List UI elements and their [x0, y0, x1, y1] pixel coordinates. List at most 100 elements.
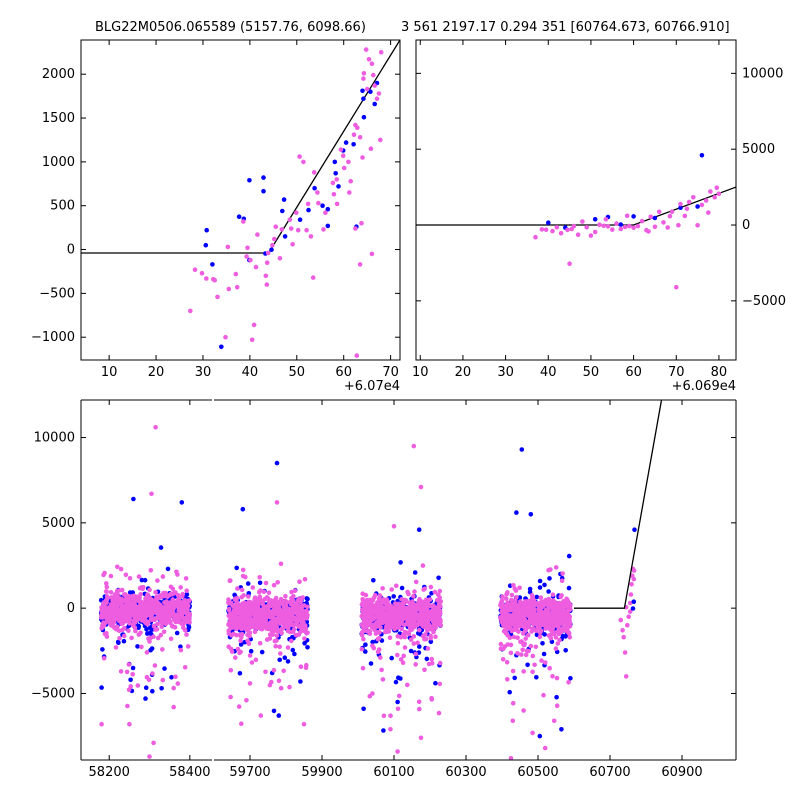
full-point-series_b [226, 631, 232, 636]
right-zoom-point-series_b [554, 225, 560, 230]
right-zoom-ytick-label: 0 [742, 218, 750, 233]
full-point-series_b [532, 600, 538, 605]
full-point-series_b [359, 633, 365, 638]
right-zoom-point-series_a [652, 215, 658, 221]
full-event-series_b [631, 576, 637, 582]
full-point-series_b [392, 619, 398, 624]
full-point-series_a [393, 679, 399, 685]
left-zoom-ytick-label: 1500 [42, 111, 75, 126]
full-outlier-series_a [274, 460, 280, 466]
full-point-series_b [408, 620, 413, 625]
full-point-series_b [423, 632, 428, 637]
full-point-series_b [101, 656, 107, 661]
full-point-series_b [144, 607, 149, 613]
left-zoom-point-series_b [263, 273, 269, 279]
left-zoom-point-series_b [334, 201, 340, 207]
left-zoom-point-series_a [361, 114, 367, 120]
right-zoom-point-series_b [691, 195, 696, 200]
left-zoom-point-series_b [355, 125, 360, 130]
left-zoom-point-series_a [325, 206, 331, 212]
full-point-series_a [363, 649, 368, 654]
right-zoom-point-series_b [699, 202, 705, 208]
full-point-series_b [304, 662, 309, 668]
full-point-series_a [305, 645, 310, 650]
full-point-series_b [124, 669, 130, 675]
full-point-series_b [274, 620, 280, 625]
left-zoom-point-series_b [308, 234, 314, 239]
full-point-series_b [401, 653, 407, 659]
full-point-series_b [554, 629, 560, 635]
right-zoom-point-series_a [592, 217, 598, 222]
left-zoom-point-series_b [304, 227, 309, 233]
full-point-series_b [264, 637, 270, 642]
full-point-series_b [359, 613, 365, 619]
full-point-series_b [252, 610, 258, 615]
left-zoom-point-series_b [305, 201, 311, 207]
full-point-series_b [228, 617, 233, 623]
left-zoom-point-series_b [348, 178, 354, 184]
full-point-series_b [256, 617, 262, 622]
left-zoom-point-series_b [245, 245, 250, 251]
full-point-series_b [266, 590, 272, 595]
full-point-series_b [556, 625, 561, 631]
full-point-series_b [555, 619, 561, 624]
full-point-series_b [499, 604, 505, 610]
full-point-series_b [163, 590, 168, 596]
left-zoom-point-series_b [249, 337, 255, 343]
right-zoom-x-offset-label: +6.069e4 [672, 379, 736, 394]
full-point-series_b [138, 630, 143, 636]
full-point-series_b [103, 598, 109, 603]
full-point-series_b [165, 610, 171, 615]
full-point-series_b [395, 640, 401, 646]
full-point-series_b [274, 616, 280, 621]
full-point-series_b [375, 636, 381, 642]
right-zoom-point-series_b [603, 217, 609, 222]
full-point-series_b [277, 644, 283, 650]
full-point-series_b [435, 607, 441, 613]
full-point-series_b [256, 589, 262, 595]
full-point-series_b [432, 622, 438, 627]
full-point-series_b [262, 607, 268, 612]
full-point-series_b [152, 598, 157, 604]
full-point-series_a [149, 646, 155, 651]
full-point-series_b [182, 627, 188, 633]
full-point-series_b [227, 613, 233, 619]
full-point-series_b [243, 574, 248, 580]
full-point-series_a [537, 585, 543, 590]
right-zoom-point-series_a [695, 204, 700, 209]
full-point-series_b [115, 564, 120, 570]
full-point-series_a [116, 640, 121, 646]
full-point-series_b [290, 608, 296, 613]
full-point-series_b [145, 592, 150, 597]
left-zoom-point-series_b [368, 146, 374, 151]
full-point-series_a [237, 671, 243, 676]
full-outlier-series_b [244, 698, 249, 703]
full-event-series_b [618, 617, 624, 623]
full-point-series_b [523, 599, 528, 604]
full-point-series_b [415, 607, 420, 612]
full-point-series_b [399, 626, 405, 632]
full-point-series_b [299, 620, 305, 625]
full-point-series_b [410, 610, 415, 616]
full-point-series_b [540, 604, 546, 609]
full-point-series_b [413, 579, 419, 585]
left-zoom-point-series_b [215, 294, 220, 300]
full-point-series_b [160, 574, 166, 579]
full-point-series_b [170, 586, 176, 592]
full-point-series_b [377, 610, 382, 615]
full-point-series_b [548, 635, 554, 641]
left-zoom-point-series_a [336, 184, 341, 189]
full-point-series_b [160, 647, 165, 652]
full-point-series_b [118, 598, 124, 604]
full-point-series_b [515, 651, 520, 656]
full-point-series_b [396, 617, 402, 622]
full-point-series_b [111, 617, 116, 622]
full-outlier-series_a [143, 696, 148, 701]
full-point-series_b [385, 608, 391, 613]
full-point-series_b [553, 635, 559, 640]
full-xtick-label: 60300 [445, 765, 486, 780]
full-point-series_b [522, 642, 527, 648]
full-point-series_b [432, 589, 438, 595]
full-point-series_a [174, 630, 180, 636]
full-point-series_b [173, 674, 178, 680]
